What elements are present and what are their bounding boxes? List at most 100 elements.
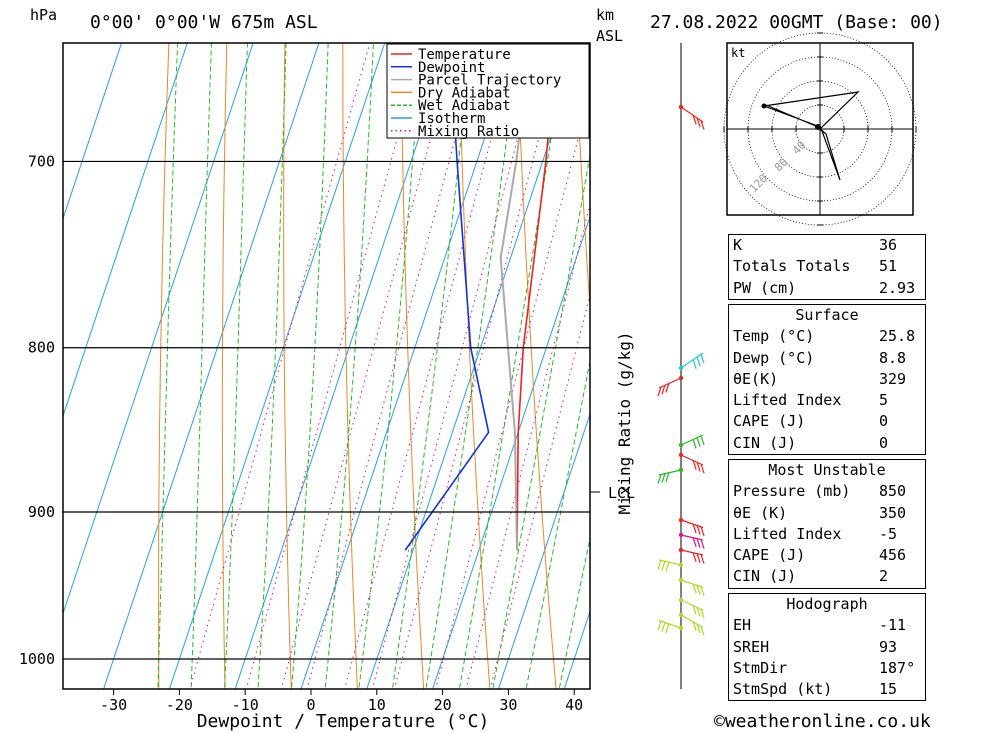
legend-entry: Wet Adiabat [418,98,511,114]
hodograph-index-value: 93 [879,637,898,656]
most-unstable-label: CAPE (J) [733,546,806,565]
surface-row: Temp (°C) 25.8 [729,326,925,347]
hodograph-index-label: StmSpd (kt) [733,680,833,699]
wet-adiabat-line [324,43,374,689]
index-value: 2.93 [879,278,916,297]
most-unstable-label: Lifted Index [733,524,842,543]
x-tick-label: 20 [434,696,452,714]
index-value: 36 [879,236,898,254]
most-unstable-title: Most Unstable [768,461,886,479]
wind-barb [657,375,684,397]
dry-adiabat-line [985,0,1000,727]
surface-value: 25.8 [879,327,916,346]
isotherm-line [0,0,213,727]
legend-entry: Dry Adiabat [418,85,511,101]
wind-barb [657,619,684,634]
most-unstable-value: 850 [879,482,907,501]
lcl-label: LCL [608,484,635,502]
pressure-tick-label: 900 [28,503,55,521]
surface-table: Surface Temp (°C) 25.8 Dewp (°C) 8.8 θE(K) 32… [728,304,926,456]
series-dewpoint-line [404,43,490,551]
surface-title: Surface [795,306,859,324]
surface-value: 0 [879,433,889,452]
hodograph-index-value: 15 [879,680,898,699]
location-label: 0°00' 0°00'W 675m ASL [90,12,318,33]
wind-barb [678,597,705,619]
isotherm-line [168,43,386,689]
x-axis-label: Dewpoint / Temperature (°C) [197,711,490,732]
dry-adiabat-line [221,43,228,689]
isotherm-line [497,412,590,689]
index-label: PW (cm) [733,278,797,297]
wet-adiabat-line [157,43,179,689]
most-unstable-value: 2 [879,567,889,586]
hodograph-index-label: EH [733,616,752,635]
indices-table: K 36 Totals Totals 51 PW (cm) 2.93 [728,234,926,300]
hodograph-index-value: -11 [879,616,907,635]
isotherm-line [0,0,81,727]
most-unstable-row: CAPE (J) 456 [729,545,925,566]
mixing-ratio-line [465,202,590,689]
isotherm-line [103,43,320,689]
legend-entry: Isotherm [418,111,485,127]
isotherm-line [0,0,344,727]
mixing-ratio-line [489,293,590,689]
x-tick-label: -30 [100,696,127,714]
legend-entry: Parcel Trajectory [418,73,561,89]
wet-adiabat-line [358,43,422,689]
index-label: Totals Totals [733,257,851,276]
wind-barb [678,352,705,371]
index-row: Totals Totals 51 [729,256,925,277]
mixing-ratio-line [393,43,565,689]
mixing-ratio-axis-label: Mixing Ratio (g/kg) [615,331,634,514]
wind-barb [678,612,705,636]
wind-barb [678,434,705,449]
most-unstable-table: Most Unstable Pressure (mb) 850 θE (K) 350 L… [728,459,926,589]
surface-value: 5 [879,391,889,410]
x-tick-label: -10 [232,696,259,714]
hodograph-index-row: EH -11 [729,615,925,636]
index-label: K [733,236,743,254]
hodograph-trace [763,91,860,181]
datetime-label: 27.08.2022 00GMT (Base: 00) [650,12,943,33]
pressure-tick-label: 800 [28,339,55,357]
index-row: K 36 [729,235,925,256]
surface-row: CAPE (J) 0 [729,411,925,432]
surface-value: 0 [879,412,889,431]
hodograph-index-row: StmDir 187° [729,658,925,679]
hodograph-index-value: 187° [879,658,916,677]
surface-value: 329 [879,369,907,388]
isotherm-line [432,215,590,689]
mixing-ratio-line [371,43,544,689]
km-label: km [596,6,615,24]
asl-label: ASL [596,27,624,45]
isotherm-line [234,43,452,689]
most-unstable-row: Pressure (mb) 850 [729,481,925,502]
copyright-link[interactable]: ©weatheronline.co.uk [714,711,931,732]
surface-label: Temp (°C) [733,327,815,346]
hodograph-index-label: StmDir [733,658,788,677]
dry-adiabat-line [939,0,1000,727]
mixing-ratio-line [435,91,590,689]
surface-value: 8.8 [879,348,907,367]
plot-frame [62,42,591,690]
pressure-tick-label: 1000 [19,650,55,668]
wind-barb [678,532,705,549]
most-unstable-row: θE (K) 350 [729,503,925,524]
surface-row: θE(K) 329 [729,369,925,390]
surface-label: CAPE (J) [733,412,806,431]
most-unstable-label: CIN (J) [733,567,797,586]
most-unstable-label: θE (K) [733,503,788,522]
wind-barb [657,559,684,572]
surface-label: Dewp (°C) [733,348,815,367]
most-unstable-value: -5 [879,524,898,543]
most-unstable-row: CIN (J) 2 [729,566,925,587]
pressure-unit-label: hPa [30,6,58,24]
legend-entry: Mixing Ratio [418,124,519,140]
x-tick-label: 0 [306,696,315,714]
surface-row: Lifted Index 5 [729,390,925,411]
index-row: PW (cm) 2.93 [729,278,925,299]
